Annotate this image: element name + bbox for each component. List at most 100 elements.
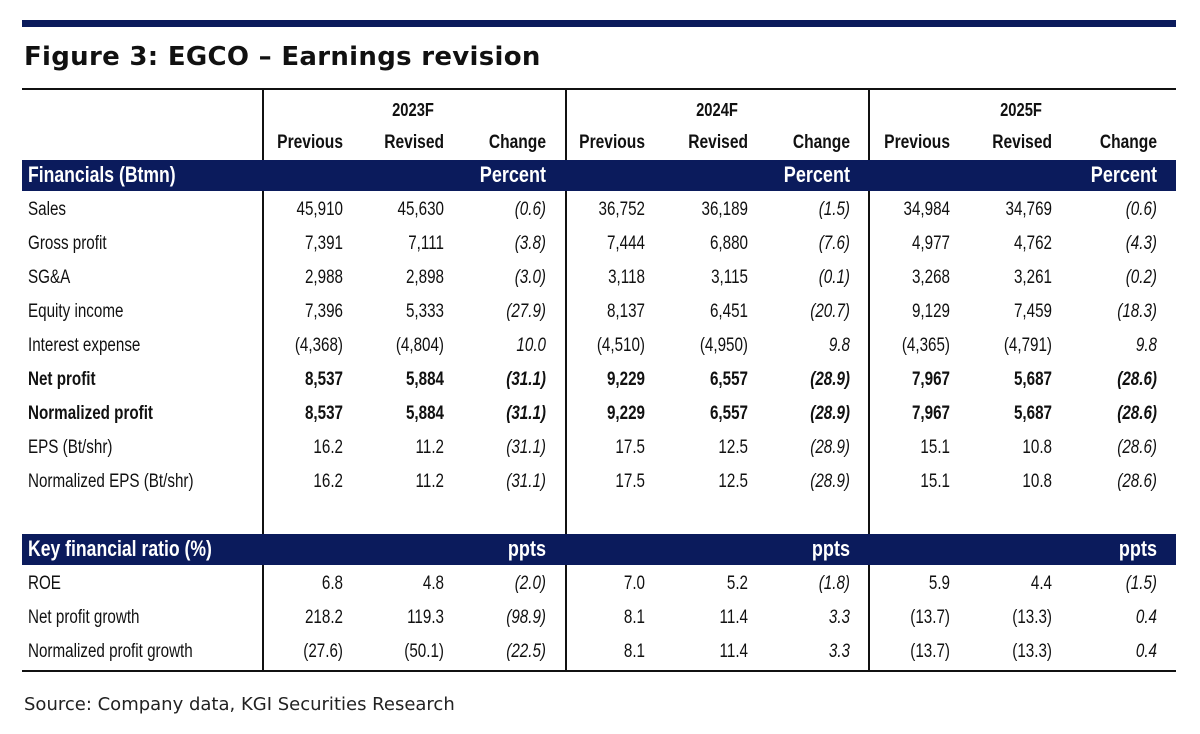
value-cell: 11.4 (719, 607, 748, 628)
row-label: Normalized EPS (Bt/shr) (28, 471, 194, 492)
year-separator-1 (262, 89, 264, 670)
value-cell: 16.2 (313, 471, 343, 492)
change-cell: 3.3 (828, 641, 850, 662)
value-cell: 7,391 (304, 233, 343, 254)
value-cell: 7,967 (911, 403, 950, 424)
change-cell: (1.8) (818, 573, 850, 594)
value-cell: 6,557 (709, 403, 748, 424)
value-cell: (4,791) (1003, 335, 1052, 356)
change-cell: (0.6) (514, 199, 546, 220)
change-cell: (27.9) (506, 301, 546, 322)
row-label: Normalized profit (28, 403, 153, 424)
value-cell: 5.9 (928, 573, 950, 594)
row-label: EPS (Bt/shr) (28, 437, 113, 458)
value-cell: 7,459 (1013, 301, 1052, 322)
change-cell: 10.0 (516, 335, 546, 356)
change-cell: (28.9) (810, 471, 850, 492)
change-cell: (31.1) (506, 369, 546, 390)
value-cell: 4,762 (1013, 233, 1052, 254)
value-cell: 17.5 (615, 471, 645, 492)
value-cell: 15.1 (920, 437, 950, 458)
section-band-1: Financials (Btmn) Percent Percent Percent (22, 160, 1176, 191)
top-accent-bar (22, 20, 1176, 27)
row-label: Equity income (28, 301, 124, 322)
value-cell: (13.3) (1012, 607, 1052, 628)
value-cell: (4,365) (901, 335, 950, 356)
change-cell: (20.7) (810, 301, 850, 322)
value-cell: 3,268 (911, 267, 950, 288)
section-unit-2025F: Percent (1090, 162, 1157, 187)
value-cell: 17.5 (615, 437, 645, 458)
value-cell: 8,537 (304, 369, 343, 390)
value-cell: (27.6) (303, 641, 343, 662)
value-cell: 8,137 (606, 301, 645, 322)
value-cell: 218.2 (304, 607, 343, 628)
column-header-previous: Previous (579, 132, 645, 153)
value-cell: 15.1 (920, 471, 950, 492)
value-cell: 3,261 (1013, 267, 1052, 288)
value-cell: 5,687 (1013, 403, 1052, 424)
year-header-2023F: 2023F (392, 100, 434, 120)
change-cell: (28.6) (1117, 403, 1157, 424)
table-row: Sales 45,910 45,630 (0.6) 36,752 36,189 (1.5) 3… (22, 194, 1176, 228)
value-cell: 5,884 (405, 369, 444, 390)
value-cell: 2,988 (304, 267, 343, 288)
value-cell: 10.8 (1022, 437, 1052, 458)
value-cell: 8.1 (623, 641, 645, 662)
value-cell: 3,118 (608, 267, 645, 288)
change-cell: (0.1) (818, 267, 850, 288)
row-label: Interest expense (28, 335, 141, 356)
value-cell: 45,910 (296, 199, 344, 220)
value-cell: 36,752 (598, 199, 646, 220)
value-cell: (4,368) (294, 335, 343, 356)
table-row: Normalized profit 8,537 5,884 (31.1) 9,229 6,… (22, 398, 1176, 432)
change-cell: (1.5) (818, 199, 850, 220)
value-cell: 11.4 (719, 641, 748, 662)
change-cell: (28.6) (1117, 437, 1157, 458)
section-unit-2024F: Percent (783, 162, 850, 187)
value-cell: 8,537 (304, 403, 343, 424)
table-bottom-rule (22, 670, 1176, 672)
table-row: Net profit growth 218.2 119.3 (98.9) 8.1 11.4… (22, 602, 1176, 636)
table-row: SG&A 2,988 2,898 (3.0) 3,118 3,115 (0.1) 3,268 3… (22, 262, 1176, 296)
change-cell: (28.9) (810, 403, 850, 424)
section-band-2: Key financial ratio (%) ppts ppts ppts (22, 534, 1176, 565)
change-cell: 0.4 (1135, 641, 1157, 662)
section-unit-2025F: ppts (1118, 536, 1157, 561)
value-cell: 7,396 (304, 301, 343, 322)
value-cell: 8.1 (623, 607, 645, 628)
value-cell: 2,898 (405, 267, 444, 288)
value-cell: 11.2 (415, 471, 444, 492)
value-cell: 12.5 (718, 471, 748, 492)
value-cell: 6,557 (709, 369, 748, 390)
change-cell: (31.1) (506, 403, 546, 424)
row-label: Normalized profit growth (28, 641, 193, 662)
change-cell: (7.6) (818, 233, 850, 254)
value-cell: (4,950) (699, 335, 748, 356)
change-cell: (31.1) (506, 437, 546, 458)
column-header-change: Change (1099, 132, 1157, 153)
change-cell: (4.3) (1125, 233, 1157, 254)
table-row: Normalized EPS (Bt/shr) 16.2 11.2 (31.1) 17.… (22, 466, 1176, 500)
value-cell: 34,984 (903, 199, 951, 220)
value-cell: 5,687 (1013, 369, 1052, 390)
year-header-2025F: 2025F (1000, 100, 1042, 120)
value-cell: 5.2 (726, 573, 748, 594)
column-header-revised: Revised (384, 132, 444, 153)
section-unit-2023F: ppts (507, 536, 546, 561)
year-separator-3 (868, 89, 870, 670)
value-cell: 6,451 (709, 301, 748, 322)
figure-title: Figure 3: EGCO – Earnings revision (24, 42, 541, 72)
table-row: Gross profit 7,391 7,111 (3.8) 7,444 6,880 (7.… (22, 228, 1176, 262)
value-cell: 5,884 (405, 403, 444, 424)
change-cell: (28.9) (810, 369, 850, 390)
section-unit-2023F: Percent (479, 162, 546, 187)
value-cell: (50.1) (404, 641, 444, 662)
change-cell: (0.6) (1125, 199, 1157, 220)
change-cell: (22.5) (506, 641, 546, 662)
column-header-previous: Previous (277, 132, 343, 153)
year-header-2024F: 2024F (696, 100, 738, 120)
value-cell: 7.0 (623, 573, 645, 594)
row-label: ROE (28, 573, 61, 594)
column-header-previous: Previous (884, 132, 950, 153)
